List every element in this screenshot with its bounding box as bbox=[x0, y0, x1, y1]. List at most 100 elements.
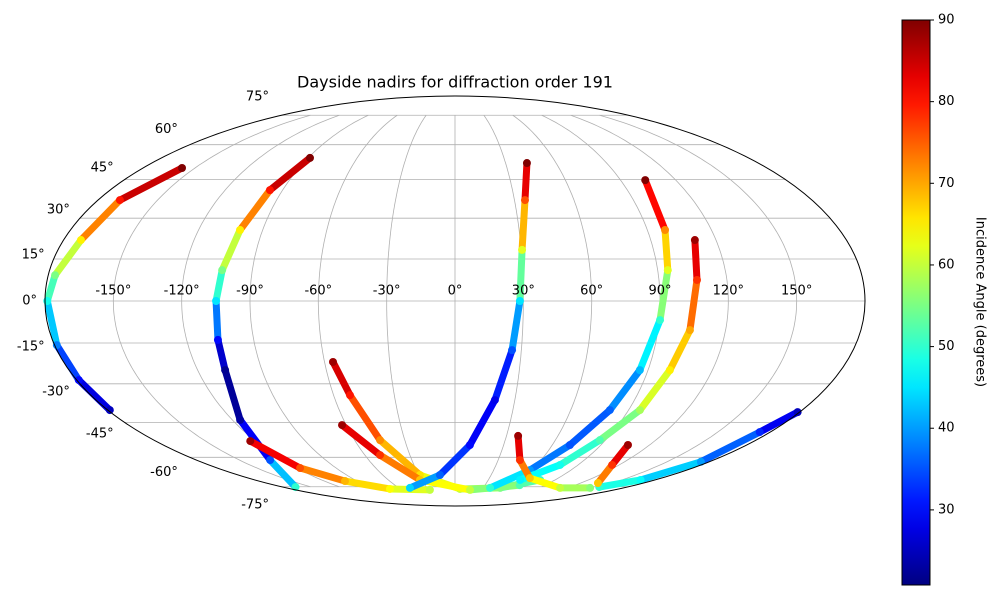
nadir-point bbox=[556, 460, 565, 469]
x-tick-label: -120° bbox=[164, 284, 200, 299]
nadir-point bbox=[466, 485, 475, 494]
track-segment bbox=[516, 246, 526, 305]
track-segment bbox=[266, 154, 314, 194]
x-tick-label: 60° bbox=[580, 284, 603, 299]
track bbox=[593, 441, 632, 488]
track-segment bbox=[406, 471, 444, 492]
x-tick-label: 30° bbox=[512, 284, 535, 299]
nadir-point bbox=[623, 441, 632, 450]
track-segment bbox=[608, 441, 632, 469]
x-tick-label: 150° bbox=[781, 284, 812, 299]
nadir-point bbox=[213, 335, 222, 344]
nadir-point bbox=[236, 225, 245, 234]
track-segment bbox=[686, 276, 701, 334]
colorbar-tick-label: 40 bbox=[938, 421, 955, 436]
x-tick-label: -30° bbox=[373, 284, 401, 299]
nadir-point bbox=[385, 484, 394, 493]
nadir-point bbox=[755, 428, 764, 437]
track-segment bbox=[43, 297, 61, 349]
track-segment bbox=[436, 441, 474, 479]
track-segment bbox=[636, 366, 674, 414]
track-segment bbox=[466, 396, 499, 449]
nadir-point bbox=[246, 437, 255, 446]
y-tick-label: 15° bbox=[22, 247, 45, 262]
nadir-point bbox=[656, 316, 665, 325]
nadir-point bbox=[690, 236, 699, 245]
y-tick-label: -15° bbox=[17, 340, 45, 355]
nadir-point bbox=[43, 297, 52, 305]
nadir-point bbox=[565, 441, 574, 450]
track-segment bbox=[566, 406, 614, 449]
track bbox=[514, 431, 595, 492]
nadir-point bbox=[593, 479, 602, 488]
track-segment bbox=[51, 236, 85, 279]
x-tick-label: -150° bbox=[95, 284, 131, 299]
track bbox=[595, 408, 802, 492]
nadir-point bbox=[793, 408, 802, 417]
nadir-point bbox=[635, 366, 644, 375]
nadir-point bbox=[515, 456, 524, 465]
nadir-point bbox=[221, 366, 230, 375]
y-tick-label: 60° bbox=[155, 122, 178, 137]
nadir-point bbox=[508, 346, 517, 355]
nadir-point bbox=[518, 245, 527, 254]
nadir-point bbox=[522, 159, 531, 168]
track bbox=[212, 153, 314, 492]
nadir-point bbox=[692, 275, 701, 284]
y-tick-label: -45° bbox=[86, 427, 114, 442]
nadir-point bbox=[115, 196, 124, 205]
nadir-point bbox=[685, 326, 694, 335]
track-segment bbox=[236, 186, 274, 234]
track-segment bbox=[526, 441, 574, 474]
track-segment bbox=[508, 297, 524, 354]
nadir-point bbox=[605, 406, 614, 415]
track-segment bbox=[691, 236, 701, 284]
track-segment bbox=[518, 196, 529, 254]
nadir-point bbox=[636, 475, 645, 484]
nadir-point bbox=[305, 153, 314, 162]
nadir-point bbox=[641, 176, 650, 185]
nadir-point bbox=[345, 391, 354, 400]
nadir-point bbox=[486, 483, 495, 492]
nadir-point bbox=[296, 464, 305, 473]
nadir-point bbox=[608, 460, 617, 469]
nadir-point bbox=[328, 357, 337, 366]
x-tick-label: 120° bbox=[713, 284, 744, 299]
nadir-point bbox=[376, 451, 385, 460]
nadir-point bbox=[265, 186, 274, 195]
nadir-point bbox=[556, 483, 565, 492]
track-segment bbox=[491, 346, 516, 404]
x-tick-label: 0° bbox=[448, 284, 463, 299]
nadir-point bbox=[76, 236, 85, 245]
track-segment bbox=[221, 366, 244, 424]
y-tick-label: -60° bbox=[150, 465, 178, 480]
track-segment bbox=[341, 477, 394, 493]
track-segment bbox=[526, 474, 564, 492]
nadir-point bbox=[516, 475, 525, 484]
track-segment bbox=[656, 266, 672, 324]
track-segment bbox=[346, 391, 384, 444]
y-tick-label: 75° bbox=[246, 90, 269, 105]
track-segment bbox=[329, 358, 354, 399]
track-segment bbox=[636, 316, 664, 374]
nadir-point bbox=[178, 163, 187, 172]
nadir-point bbox=[425, 485, 434, 494]
track-segment bbox=[606, 366, 644, 414]
colorbar-tick-label: 30 bbox=[938, 502, 955, 517]
track-segment bbox=[53, 341, 83, 384]
nadir-point bbox=[515, 297, 524, 305]
track-segment bbox=[75, 376, 114, 414]
colorbar-tick-label: 50 bbox=[938, 339, 955, 354]
track-segment bbox=[666, 326, 694, 374]
nadir-point bbox=[661, 225, 670, 234]
track-segment bbox=[214, 336, 229, 374]
y-tick-label: 0° bbox=[22, 294, 37, 309]
colorbar-tick-label: 70 bbox=[938, 176, 955, 191]
track-segment bbox=[296, 464, 349, 485]
nadir-point bbox=[665, 366, 674, 375]
nadir-point bbox=[514, 431, 523, 440]
colorbar-tick-label: 80 bbox=[938, 94, 955, 109]
chart-title: Dayside nadirs for diffraction order 191 bbox=[297, 73, 613, 92]
track-segment bbox=[212, 297, 222, 344]
